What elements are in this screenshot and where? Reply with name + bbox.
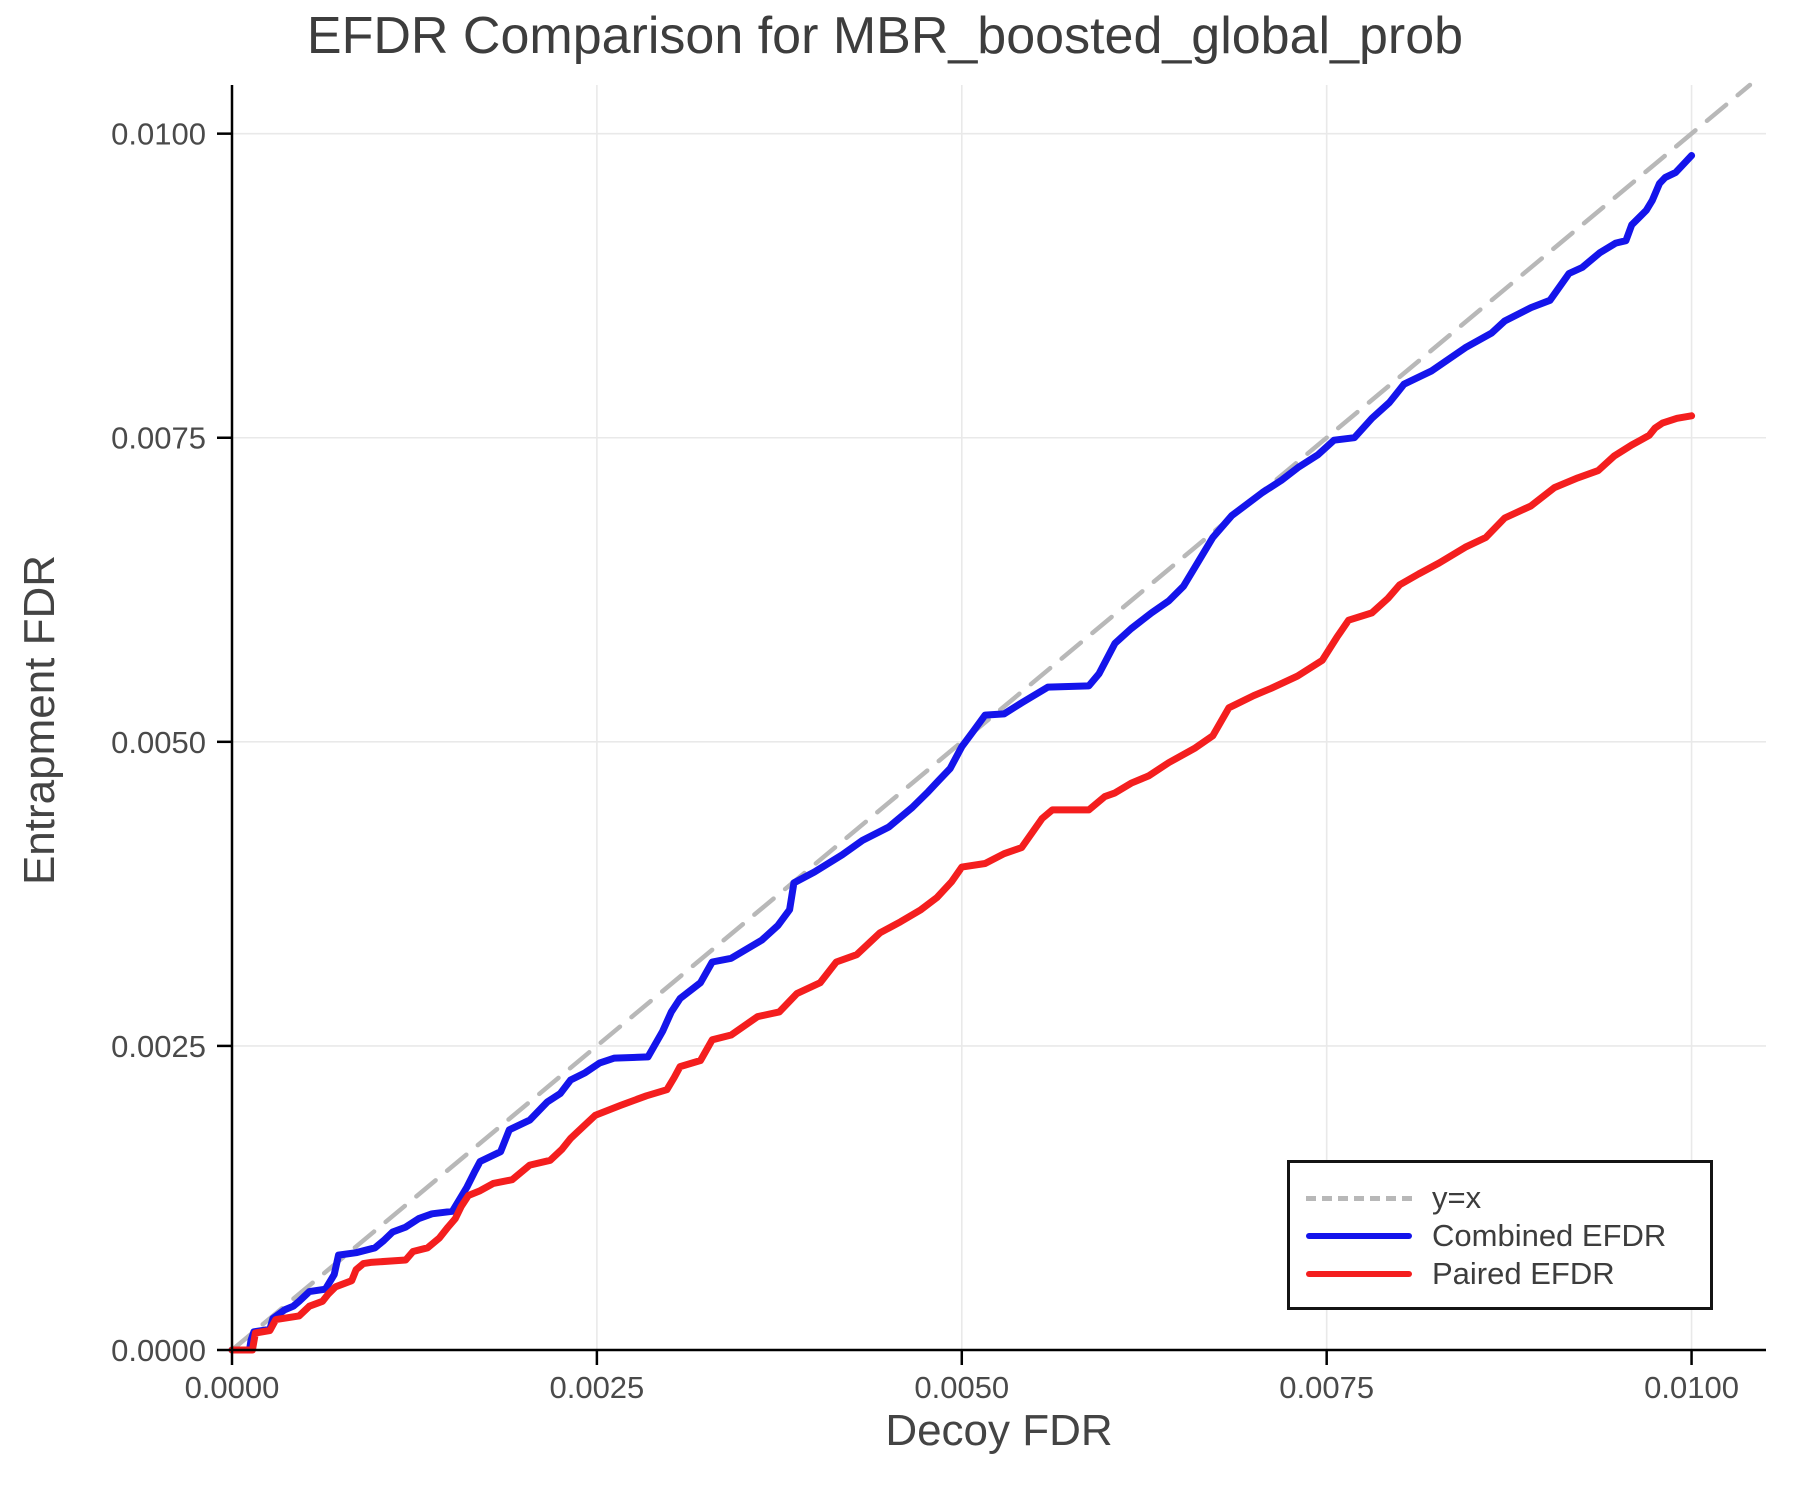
series-y-x [229, 82, 1753, 1353]
legend-sample-paired-line [1306, 1271, 1412, 1277]
x-tick-label: 0.0050 [914, 1370, 1009, 1405]
legend-label: y=x [1432, 1180, 1482, 1215]
x-tick-label: 0.0100 [1644, 1370, 1739, 1405]
legend-sample-combined-line [1306, 1233, 1412, 1239]
y-tick-label: 0.0100 [111, 117, 206, 152]
legend: y=x Combined EFDR Paired EFDR [1287, 1160, 1713, 1310]
legend-label: Paired EFDR [1432, 1256, 1615, 1291]
y-tick-label: 0.0025 [111, 1029, 206, 1064]
chart-title: EFDR Comparison for MBR_boosted_global_p… [306, 7, 1464, 65]
legend-sample-dashed-line [1306, 1195, 1412, 1201]
series-paired-efdr [228, 412, 1696, 1354]
x-axis-label: Decoy FDR [885, 1406, 1113, 1455]
series-combined-efdr [228, 152, 1696, 1354]
x-tick-label: 0.0000 [185, 1370, 280, 1405]
legend-item-combined-efdr: Combined EFDR [1306, 1217, 1710, 1255]
y-axis-label: Entrapment FDR [15, 554, 64, 886]
legend-item-y-equals-x: y=x [1306, 1179, 1710, 1217]
x-tick-label: 0.0025 [549, 1370, 644, 1405]
x-tick-label: 0.0075 [1279, 1370, 1374, 1405]
y-tick-label: 0.0050 [111, 725, 206, 760]
y-tick-label: 0.0000 [111, 1333, 206, 1368]
y-tick-label: 0.0075 [111, 421, 206, 456]
legend-label: Combined EFDR [1432, 1218, 1667, 1253]
legend-item-paired-efdr: Paired EFDR [1306, 1255, 1710, 1293]
